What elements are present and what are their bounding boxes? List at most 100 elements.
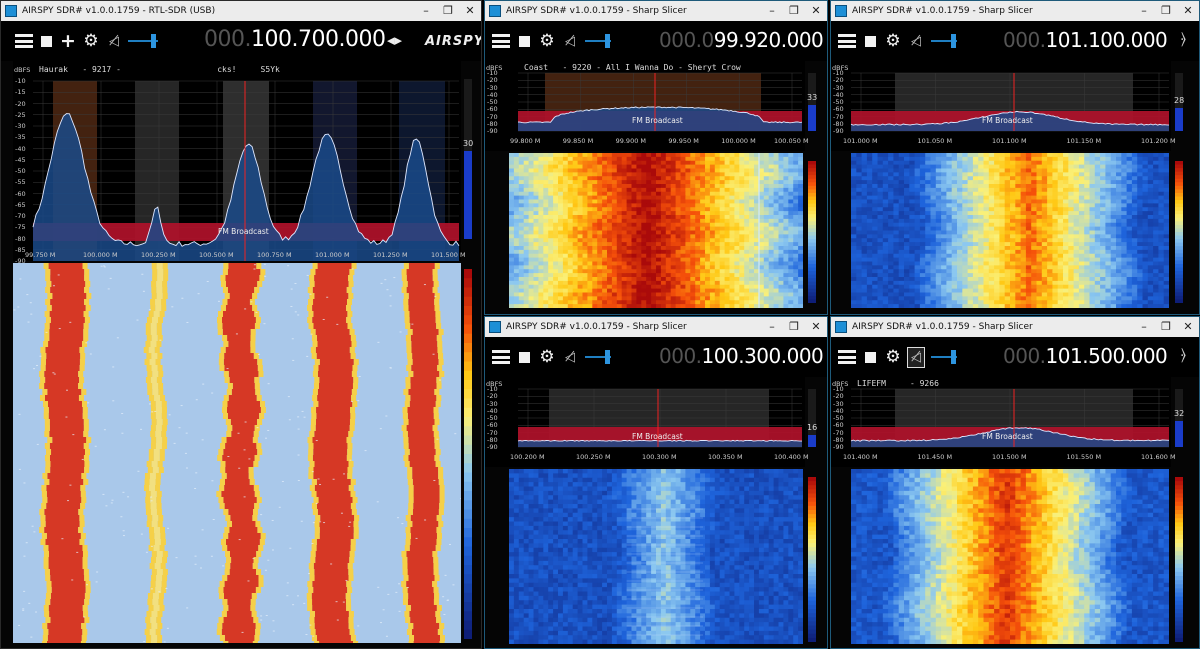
stop-button[interactable] [862, 21, 878, 61]
waterfall-display[interactable] [851, 469, 1169, 644]
mute-button[interactable]: ◁̸ [561, 337, 579, 377]
signal-level-value: 16 [807, 423, 818, 433]
x-tick-label: 101.250 M [373, 251, 408, 259]
close-button[interactable]: ✕ [811, 4, 821, 17]
x-tick-label: 101.550 M [1066, 453, 1102, 461]
frequency-display[interactable]: 000.099.920.000 [659, 28, 824, 52]
menu-button[interactable] [14, 21, 34, 61]
spectrum-display[interactable]: Haurak - 9217 - cks! S5Yk dBFS -10 -15 -20 -2… [13, 61, 466, 265]
signal-icon: ⦒ [1181, 345, 1186, 363]
y-tick-label: -30 [487, 399, 498, 408]
minimize-button[interactable]: – [769, 320, 775, 333]
waterfall-colorbar [1175, 477, 1183, 642]
volume-slider-knob[interactable] [150, 34, 156, 48]
restore-button[interactable]: ❐ [1161, 320, 1171, 333]
signal-level-meter [1175, 389, 1183, 447]
spectrum-trace [850, 110, 1170, 126]
x-tick-label: 101.100 M [992, 137, 1027, 145]
volume-slider-knob[interactable] [950, 34, 956, 48]
y-tick-label: -50 [833, 98, 844, 106]
settings-button[interactable]: ⚙ [884, 21, 902, 61]
volume-slider-knob[interactable] [604, 34, 610, 48]
y-tick-label: -20 [833, 76, 844, 85]
frequency-display[interactable]: 000.101.500.000 [1003, 344, 1168, 368]
minimize-button[interactable]: – [1141, 4, 1147, 17]
spectrum-fill [518, 440, 802, 447]
frequency-display[interactable]: 000.101.100.000 [1003, 28, 1168, 52]
mute-button[interactable]: ◁̸ [105, 21, 123, 61]
menu-button[interactable] [491, 21, 511, 61]
restore-button[interactable]: ❐ [443, 4, 453, 17]
frequency-value: 99.920.000 [713, 28, 824, 52]
frequency-display[interactable]: 000.100.300.000 [659, 344, 824, 368]
stop-button[interactable] [38, 21, 54, 61]
minimize-button[interactable]: – [1141, 320, 1147, 333]
volume-slider[interactable] [128, 34, 158, 48]
y-tick-label: -90 [487, 127, 498, 135]
window-title: AIRSPY SDR# v1.0.0.1759 - Sharp Slicer [506, 322, 687, 332]
y-tick-label: -10 [487, 385, 498, 393]
close-button[interactable]: ✕ [1183, 4, 1193, 17]
x-tick-label: 100.250 M [141, 251, 176, 259]
volume-slider[interactable] [585, 350, 611, 364]
stop-icon [518, 35, 530, 47]
y-tick-label: -55 [15, 178, 26, 187]
spectrum-display[interactable]: LIFEFM - 9266 dBFS -10 -20 -30 -40 -50 -60 -70 -8… [831, 377, 1176, 467]
y-tick-label: -70 [15, 212, 26, 220]
spectrum-display[interactable]: dBFS -10 -20 -30 -40 -50 -60 -70 -80 -90 100.200 M… [485, 377, 809, 467]
close-button[interactable]: ✕ [465, 4, 475, 17]
window-title: AIRSPY SDR# v1.0.0.1759 - RTL-SDR (USB) [22, 6, 216, 16]
minimize-button[interactable]: – [769, 4, 775, 17]
signal-level-meter [808, 73, 816, 131]
stop-icon [40, 35, 52, 47]
volume-slider[interactable] [585, 34, 611, 48]
waterfall-colorbar [808, 161, 816, 303]
menu-button[interactable] [491, 337, 511, 377]
menu-button[interactable] [837, 21, 857, 61]
sdr-window-4: AIRSPY SDR# v1.0.0.1759 - Sharp Slicer – ❐… [484, 316, 828, 649]
frequency-display[interactable]: 000.100.700.000 [204, 27, 386, 52]
restore-button[interactable]: ❐ [789, 4, 799, 17]
waterfall-display[interactable] [13, 263, 461, 643]
menu-button[interactable] [837, 337, 857, 377]
waterfall-display[interactable] [509, 469, 803, 644]
spectrum-display[interactable]: dBFS -10 -20 -30 -40 -50 -60 -70 -80 -90 101.000 M… [831, 61, 1176, 151]
title-bar[interactable]: AIRSPY SDR# v1.0.0.1759 - RTL-SDR (USB) –… [1, 1, 481, 21]
spectrum-display[interactable]: Coast - 9220 - All I Wanna Do - Sheryt C… [485, 61, 809, 151]
close-button[interactable]: ✕ [1183, 320, 1193, 333]
minimize-button[interactable]: – [423, 4, 429, 17]
waterfall-display[interactable] [509, 153, 803, 308]
title-bar[interactable]: AIRSPY SDR# v1.0.0.1759 - Sharp Slicer – ❐… [831, 317, 1199, 337]
mute-button[interactable]: ◁̸ [561, 21, 579, 61]
stop-button[interactable] [516, 21, 532, 61]
y-tick-label: -10 [487, 69, 498, 77]
mute-button[interactable]: ◁̸ [907, 337, 925, 377]
settings-button[interactable]: ⚙ [538, 21, 556, 61]
tuning-arrows-icon[interactable]: ◂▸ [387, 31, 403, 49]
y-tick-label: -15 [15, 88, 26, 97]
volume-slider-knob[interactable] [950, 350, 956, 364]
title-bar[interactable]: AIRSPY SDR# v1.0.0.1759 - Sharp Slicer – ❐… [485, 317, 827, 337]
volume-slider[interactable] [931, 34, 957, 48]
frequency-value: 101.100.000 [1045, 28, 1168, 52]
settings-button[interactable]: ⚙ [82, 21, 100, 61]
y-tick-label: -40 [487, 406, 498, 415]
restore-button[interactable]: ❐ [789, 320, 799, 333]
add-button[interactable]: + [60, 21, 76, 61]
restore-button[interactable]: ❐ [1161, 4, 1171, 17]
volume-slider[interactable] [931, 350, 957, 364]
stop-button[interactable] [862, 337, 878, 377]
volume-slider-knob[interactable] [604, 350, 610, 364]
mute-button[interactable]: ◁̸ [907, 21, 925, 61]
gear-icon: ⚙ [539, 31, 555, 51]
signal-level-meter [808, 389, 816, 447]
title-bar[interactable]: AIRSPY SDR# v1.0.0.1759 - Sharp Slicer – ❐… [831, 1, 1199, 21]
settings-button[interactable]: ⚙ [884, 337, 902, 377]
y-tick-label: -80 [833, 435, 844, 444]
waterfall-display[interactable] [851, 153, 1169, 308]
x-tick-label: 99.750 M [25, 251, 56, 259]
settings-button[interactable]: ⚙ [538, 337, 556, 377]
close-button[interactable]: ✕ [811, 320, 821, 333]
title-bar[interactable]: AIRSPY SDR# v1.0.0.1759 - Sharp Slicer – ❐… [485, 1, 827, 21]
stop-button[interactable] [516, 337, 532, 377]
